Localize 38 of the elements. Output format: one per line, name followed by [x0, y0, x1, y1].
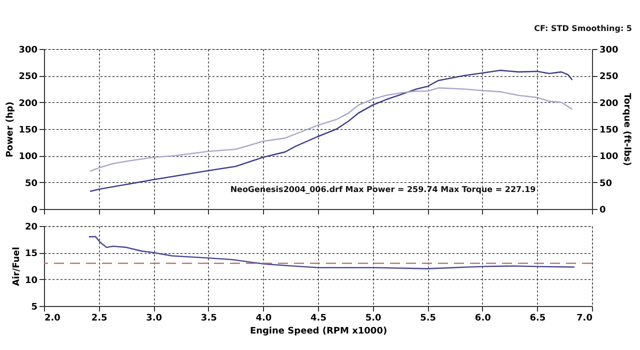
- y2-tick-label: 150: [600, 126, 618, 136]
- y-tick-label: 100: [18, 152, 38, 162]
- y-tick-label: 20: [24, 222, 38, 232]
- line-series: [89, 87, 573, 172]
- x-tick-label: 2.5: [91, 314, 108, 324]
- y-tick-label: 150: [18, 126, 38, 136]
- line-series: [88, 236, 576, 270]
- y-tick-label: 300: [18, 46, 38, 56]
- annotation: NeoGenesis2004_006.drf Max Power = 259.74 Max Torque = 227.19: [230, 184, 536, 194]
- x-tick-label: 3.0: [146, 314, 162, 324]
- x-tick-label: 2.0: [44, 314, 60, 324]
- y-axis-title: Air/Fuel: [12, 246, 22, 286]
- y-tick-label: 15: [24, 249, 38, 260]
- x-tick-label: 4.5: [310, 314, 326, 324]
- x-tick-label: 5.5: [420, 314, 436, 324]
- y-tick-label: 250: [18, 72, 38, 82]
- y2-tick-label: 0: [600, 206, 606, 216]
- y2-axis-title: Torque (ft-lbs): [621, 93, 632, 166]
- x-tick-label: 6.0: [474, 314, 491, 324]
- x-tick-label: 6.5: [530, 314, 546, 324]
- y-tick-label: 5: [31, 302, 38, 312]
- y-axis-title: Power (hp): [6, 102, 16, 158]
- x-tick-label: 5.0: [365, 314, 382, 324]
- text: CF: STD Smoothing: 5: [534, 24, 632, 33]
- y2-tick-label: 200: [600, 98, 618, 109]
- x-axis-title: Engine Speed (RPM x1000): [250, 326, 388, 336]
- y-tick-label: 10: [24, 276, 38, 286]
- y2-tick-label: 250: [600, 72, 618, 82]
- x-tick-label: 4.0: [256, 314, 272, 324]
- x-tick-label: 3.5: [200, 314, 217, 324]
- y2-tick-label: 50: [600, 178, 612, 189]
- y-tick-label: 0: [31, 206, 38, 216]
- y2-tick-label: 300: [600, 46, 618, 56]
- y-tick-label: 200: [18, 98, 38, 109]
- y2-tick-label: 100: [600, 152, 618, 162]
- x-tick-label: 7.0: [576, 314, 592, 324]
- line-series: [89, 70, 573, 192]
- y-tick-label: 50: [24, 178, 38, 189]
